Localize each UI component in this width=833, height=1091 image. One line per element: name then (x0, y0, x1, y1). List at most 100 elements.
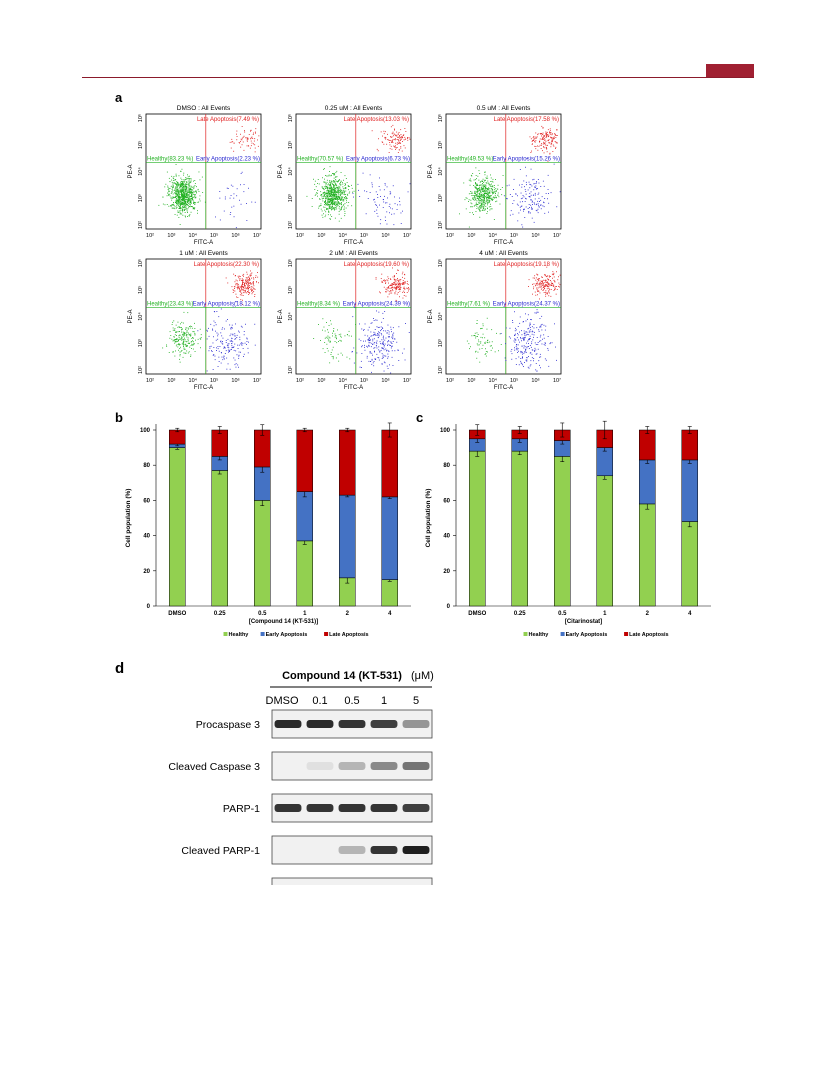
early-apoptosis-label: Early Apoptosis(24.39 %) (343, 301, 410, 307)
legend-swatch (624, 632, 629, 636)
y-tick-label: 10⁵ (137, 286, 144, 294)
early-apoptosis-label: Early Apoptosis(24.37 %) (493, 301, 560, 307)
legend-label: Healthy (229, 632, 250, 638)
blot-row-label: Procaspase 3 (196, 719, 260, 731)
x-tick-label: 10³ (467, 233, 475, 239)
flow-plot-frame (445, 258, 562, 375)
legend-label: Late Apoptosis (629, 632, 669, 638)
late-apoptosis-label: Late Apoptosis(17.58 %) (494, 117, 559, 123)
x-tick-label: 10² (296, 378, 304, 384)
y-axis-label: Cell population (%) (425, 489, 432, 548)
lane-label: 5 (413, 695, 419, 707)
blot-band (402, 720, 430, 728)
y-tick-label: 10⁴ (137, 312, 144, 321)
y-tick-label: 10⁶ (287, 114, 294, 122)
header-accent-tab (706, 64, 754, 77)
flow-plot-dmso: DMSO : All Events Late Apoptosis(7.49 %) H… (128, 105, 262, 246)
blot-band (338, 762, 366, 770)
y-tick-label: 10⁴ (137, 167, 144, 176)
y-tick-label: 10⁵ (437, 141, 444, 149)
blot-strip (271, 877, 433, 885)
healthy-label: Healthy(8.34 %) (297, 301, 340, 307)
late-apoptosis-label: Late Apoptosis(19.18 %) (494, 262, 559, 268)
bar-segment-late-apoptosis (681, 429, 698, 461)
y-tick-label: 10⁶ (437, 259, 444, 267)
flow-events (466, 266, 561, 372)
flow-plot-2: 2 uM : All Events Late Apoptosis(19.60 %)… (278, 250, 412, 391)
x-axis-label: [Citarinostat] (565, 619, 602, 625)
stacked-bar-chart-compound14: 0 20 40 60 80 100 Cell population (%) DMSO 0.25 0… (125, 422, 411, 638)
western-blot: Compound 14 (KT-531) (μM) DMSO 0.1 0.5 1 5 Proc… (168, 670, 434, 885)
x-tick-label: 10⁶ (381, 377, 389, 384)
blot-band (370, 846, 398, 854)
flow-plot-title: 4 uM : All Events (479, 250, 528, 257)
y-axis-label: PE-A (428, 309, 434, 323)
bar-segment-healthy (681, 521, 698, 607)
flow-plot-frame (145, 113, 262, 230)
lane-label: 1 (381, 695, 387, 707)
bar-segment-late-apoptosis (639, 429, 656, 461)
flow-plot-title: 0.5 uM : All Events (477, 105, 532, 112)
x-tick-label: 10⁷ (553, 377, 561, 384)
y-tick-label: 10² (438, 221, 444, 229)
y-tick-label: 0 (447, 604, 451, 610)
late-apoptosis-label: Late Apoptosis(22.30 %) (194, 262, 259, 268)
x-tick-label: 10² (296, 233, 304, 239)
x-tick-label: 4 (388, 611, 392, 617)
legend-label: Early Apoptosis (266, 632, 308, 638)
flow-events (158, 126, 260, 229)
y-tick-label: 80 (443, 463, 450, 469)
x-tick-label: 10³ (317, 233, 325, 239)
x-axis-label: FITC-A (494, 385, 513, 391)
x-tick-label: 2 (346, 611, 350, 617)
x-tick-label: 10³ (467, 378, 475, 384)
x-axis-label: FITC-A (194, 240, 213, 246)
legend-swatch (523, 632, 528, 636)
y-axis-label: PE-A (278, 164, 284, 178)
x-tick-label: 10⁷ (403, 232, 411, 239)
flow-plot-4: 4 uM : All Events Late Apoptosis(19.18 %)… (428, 250, 562, 391)
bar-segment-healthy (254, 500, 271, 607)
bar-segment-early-apoptosis (681, 459, 698, 522)
x-tick-label: 10⁶ (231, 377, 239, 384)
panel-label-d: d (115, 660, 125, 677)
bar-segment-healthy (381, 579, 398, 607)
blot-band (274, 804, 302, 812)
bar-segment-healthy (554, 456, 571, 607)
early-apoptosis-label: Early Apoptosis(18.12 %) (193, 301, 260, 307)
bar-segment-early-apoptosis (296, 491, 313, 542)
healthy-label: Healthy(70.57 %) (297, 156, 343, 162)
blot-band (306, 804, 334, 812)
late-apoptosis-label: Late Apoptosis(7.49 %) (197, 117, 259, 123)
x-tick-label: 10⁵ (360, 232, 368, 239)
lane-label: 0.1 (312, 695, 327, 707)
stacked-bar-chart-citarinostat: 0 20 40 60 80 100 Cell population (%) DMSO 0.25 0… (425, 420, 711, 638)
x-tick-label: 0.5 (558, 611, 567, 617)
bar-segment-early-apoptosis (639, 459, 656, 505)
healthy-label: Healthy(7.61 %) (447, 301, 490, 307)
early-apoptosis-label: Early Apoptosis(2.23 %) (196, 156, 260, 162)
x-axis-label: FITC-A (194, 385, 213, 391)
y-tick-label: 10² (138, 366, 144, 374)
x-tick-label: DMSO (468, 611, 486, 617)
x-tick-label: 10⁶ (381, 232, 389, 239)
legend-swatch (260, 632, 265, 636)
panel-label-b: b (115, 410, 123, 425)
x-axis-label: FITC-A (344, 240, 363, 246)
bar-segment-late-apoptosis (169, 429, 186, 445)
lane-label: DMSO (266, 695, 299, 707)
y-tick-label: 10³ (438, 194, 444, 202)
y-tick-label: 10⁶ (287, 259, 294, 267)
blot-band (370, 804, 398, 812)
y-tick-label: 20 (443, 569, 450, 575)
blot-band (370, 762, 398, 770)
x-tick-label: 0.5 (258, 611, 267, 617)
bar-segment-late-apoptosis (296, 429, 313, 492)
flow-plot-1: 1 uM : All Events Late Apoptosis(22.30 %)… (128, 250, 262, 391)
x-tick-label: 10⁵ (210, 377, 218, 384)
y-tick-label: 10⁵ (287, 141, 294, 149)
legend-label: Late Apoptosis (329, 632, 369, 638)
y-tick-label: 10³ (138, 339, 144, 347)
x-tick-label: 10² (446, 233, 454, 239)
healthy-label: Healthy(49.53 %) (447, 156, 493, 162)
